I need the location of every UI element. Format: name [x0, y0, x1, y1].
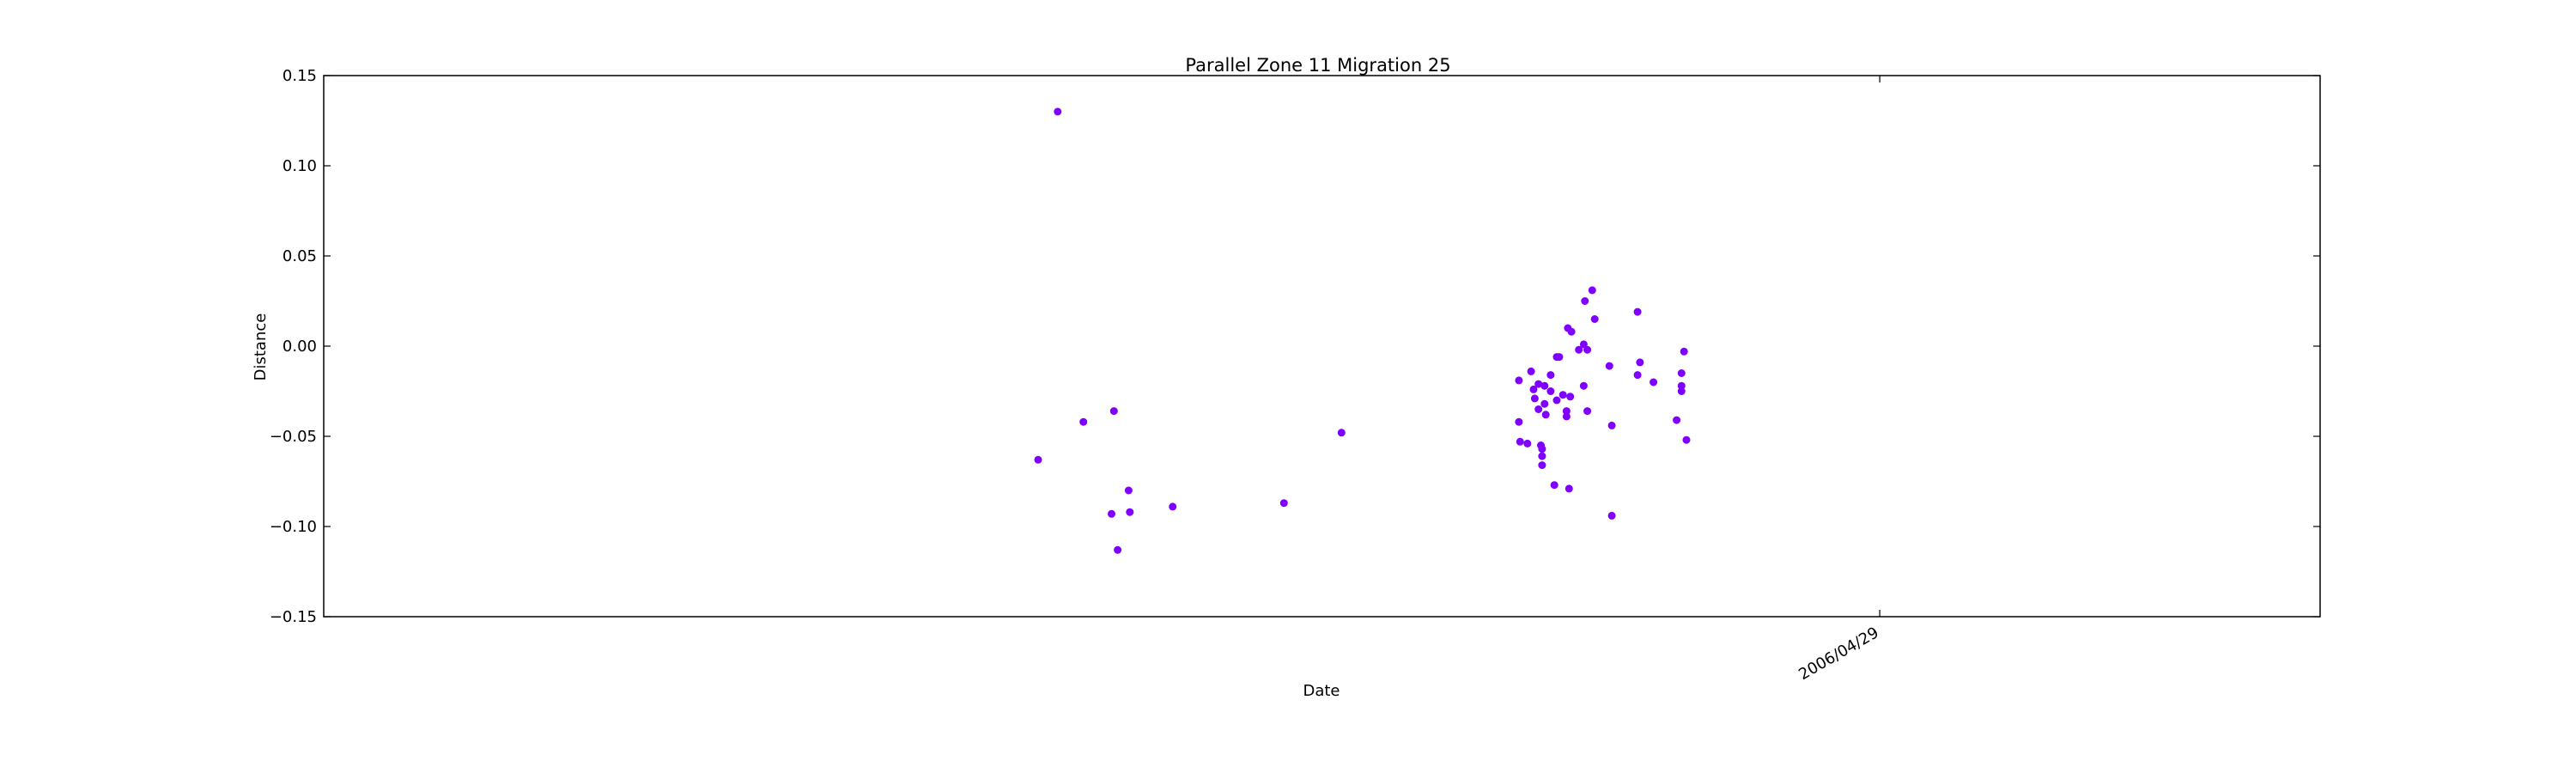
data-points [1034, 107, 1691, 554]
y-axis: −0.15 −0.10 −0.05 0.00 0.05 0.10 0.15 [270, 67, 2320, 626]
data-point [1581, 297, 1589, 305]
data-point [1515, 417, 1523, 426]
data-point [1649, 378, 1658, 386]
data-point [1279, 499, 1288, 508]
data-point [1633, 371, 1642, 380]
data-point [1541, 411, 1550, 419]
data-point [1583, 407, 1592, 416]
data-point [1677, 387, 1686, 395]
data-point [1575, 345, 1583, 354]
data-point [1633, 307, 1642, 316]
data-point [1567, 327, 1576, 336]
data-point [1538, 452, 1546, 460]
data-point [1673, 416, 1681, 424]
data-point [1607, 421, 1616, 429]
plot-area-frame [323, 75, 2321, 618]
data-point [1169, 502, 1177, 511]
data-point [1677, 369, 1686, 377]
data-point [1114, 545, 1122, 554]
data-point [1540, 399, 1549, 408]
data-point [1562, 412, 1571, 421]
data-point [1566, 393, 1575, 401]
data-point [1109, 407, 1118, 416]
data-point [1564, 484, 1573, 493]
data-point [1337, 429, 1346, 437]
y-tick-label: −0.10 [270, 518, 317, 536]
data-point [1546, 387, 1555, 395]
data-point [1079, 417, 1088, 426]
data-point [1583, 345, 1592, 354]
data-point [1054, 107, 1062, 116]
data-point [1579, 381, 1588, 390]
data-point [1555, 353, 1564, 362]
data-point [1550, 481, 1558, 490]
y-tick-label: 0.15 [283, 67, 317, 85]
data-point [1680, 347, 1688, 356]
data-point [1682, 435, 1691, 444]
data-point [1530, 394, 1539, 403]
data-point [1034, 455, 1042, 464]
data-point [1588, 286, 1596, 295]
data-point [1538, 461, 1546, 470]
x-axis: 2006/04/29 [1795, 76, 1882, 684]
y-tick-label: 0.00 [283, 338, 317, 356]
data-point [1605, 362, 1613, 370]
data-point [1562, 407, 1571, 416]
y-tick-label: 0.10 [283, 157, 317, 175]
data-point [1108, 509, 1115, 518]
y-tick-label: −0.15 [270, 608, 317, 626]
data-point [1538, 445, 1546, 453]
data-point [1124, 486, 1133, 495]
data-point [1552, 396, 1561, 405]
x-axis-label: Date [1303, 682, 1340, 700]
x-tick-label: 2006/04/29 [1795, 624, 1881, 684]
data-point [1558, 391, 1567, 399]
y-tick-label: −0.05 [270, 428, 317, 446]
chart-title: Parallel Zone 11 Migration 25 [1185, 55, 1450, 76]
data-point [1534, 405, 1543, 413]
data-point [1126, 508, 1134, 516]
data-point [1534, 380, 1543, 388]
data-point [1607, 511, 1616, 520]
data-point [1546, 371, 1555, 380]
data-point [1523, 439, 1532, 447]
y-tick-label: 0.05 [283, 247, 317, 265]
y-axis-label: Distance [252, 313, 270, 381]
data-point [1516, 437, 1524, 446]
data-point [1677, 381, 1686, 390]
data-point [1515, 376, 1523, 385]
data-point [1527, 367, 1535, 375]
data-point [1636, 358, 1644, 367]
data-point [1590, 315, 1599, 323]
data-point [1529, 385, 1538, 393]
data-point [1540, 381, 1549, 390]
